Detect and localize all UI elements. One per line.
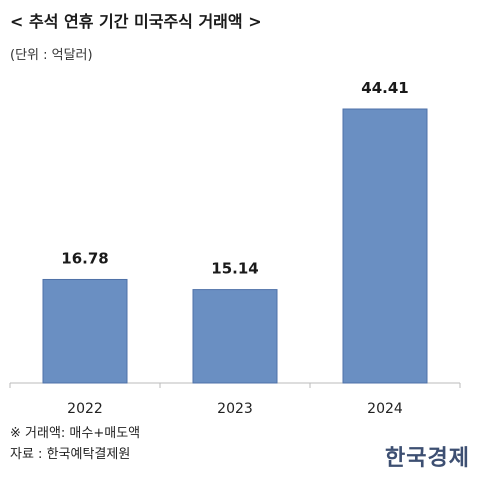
bar-2024 (342, 108, 428, 384)
chart-title: < 추석 연휴 기간 미국주식 거래액 > (10, 12, 262, 31)
publisher-logo: 한국경제 (385, 445, 470, 471)
x-tick-label-2023: 2023 (217, 401, 253, 417)
x-tick-label-2022: 2022 (67, 401, 103, 417)
data-label-2024: 44.41 (361, 79, 408, 97)
unit-label: (단위 : 억달러) (10, 48, 93, 63)
x-tick-label-2024: 2024 (367, 401, 403, 417)
bar-2023 (192, 289, 278, 384)
bar-chart: 16.78 2022 15.14 2023 44.41 2024 (9, 79, 461, 417)
data-label-2023: 15.14 (211, 260, 258, 278)
bar-2022 (42, 278, 128, 384)
footnote: ※ 거래액: 매수+매도액 (10, 426, 141, 441)
source-note: 자료 : 한국예탁결제원 (10, 447, 131, 462)
data-label-2022: 16.78 (61, 249, 108, 267)
